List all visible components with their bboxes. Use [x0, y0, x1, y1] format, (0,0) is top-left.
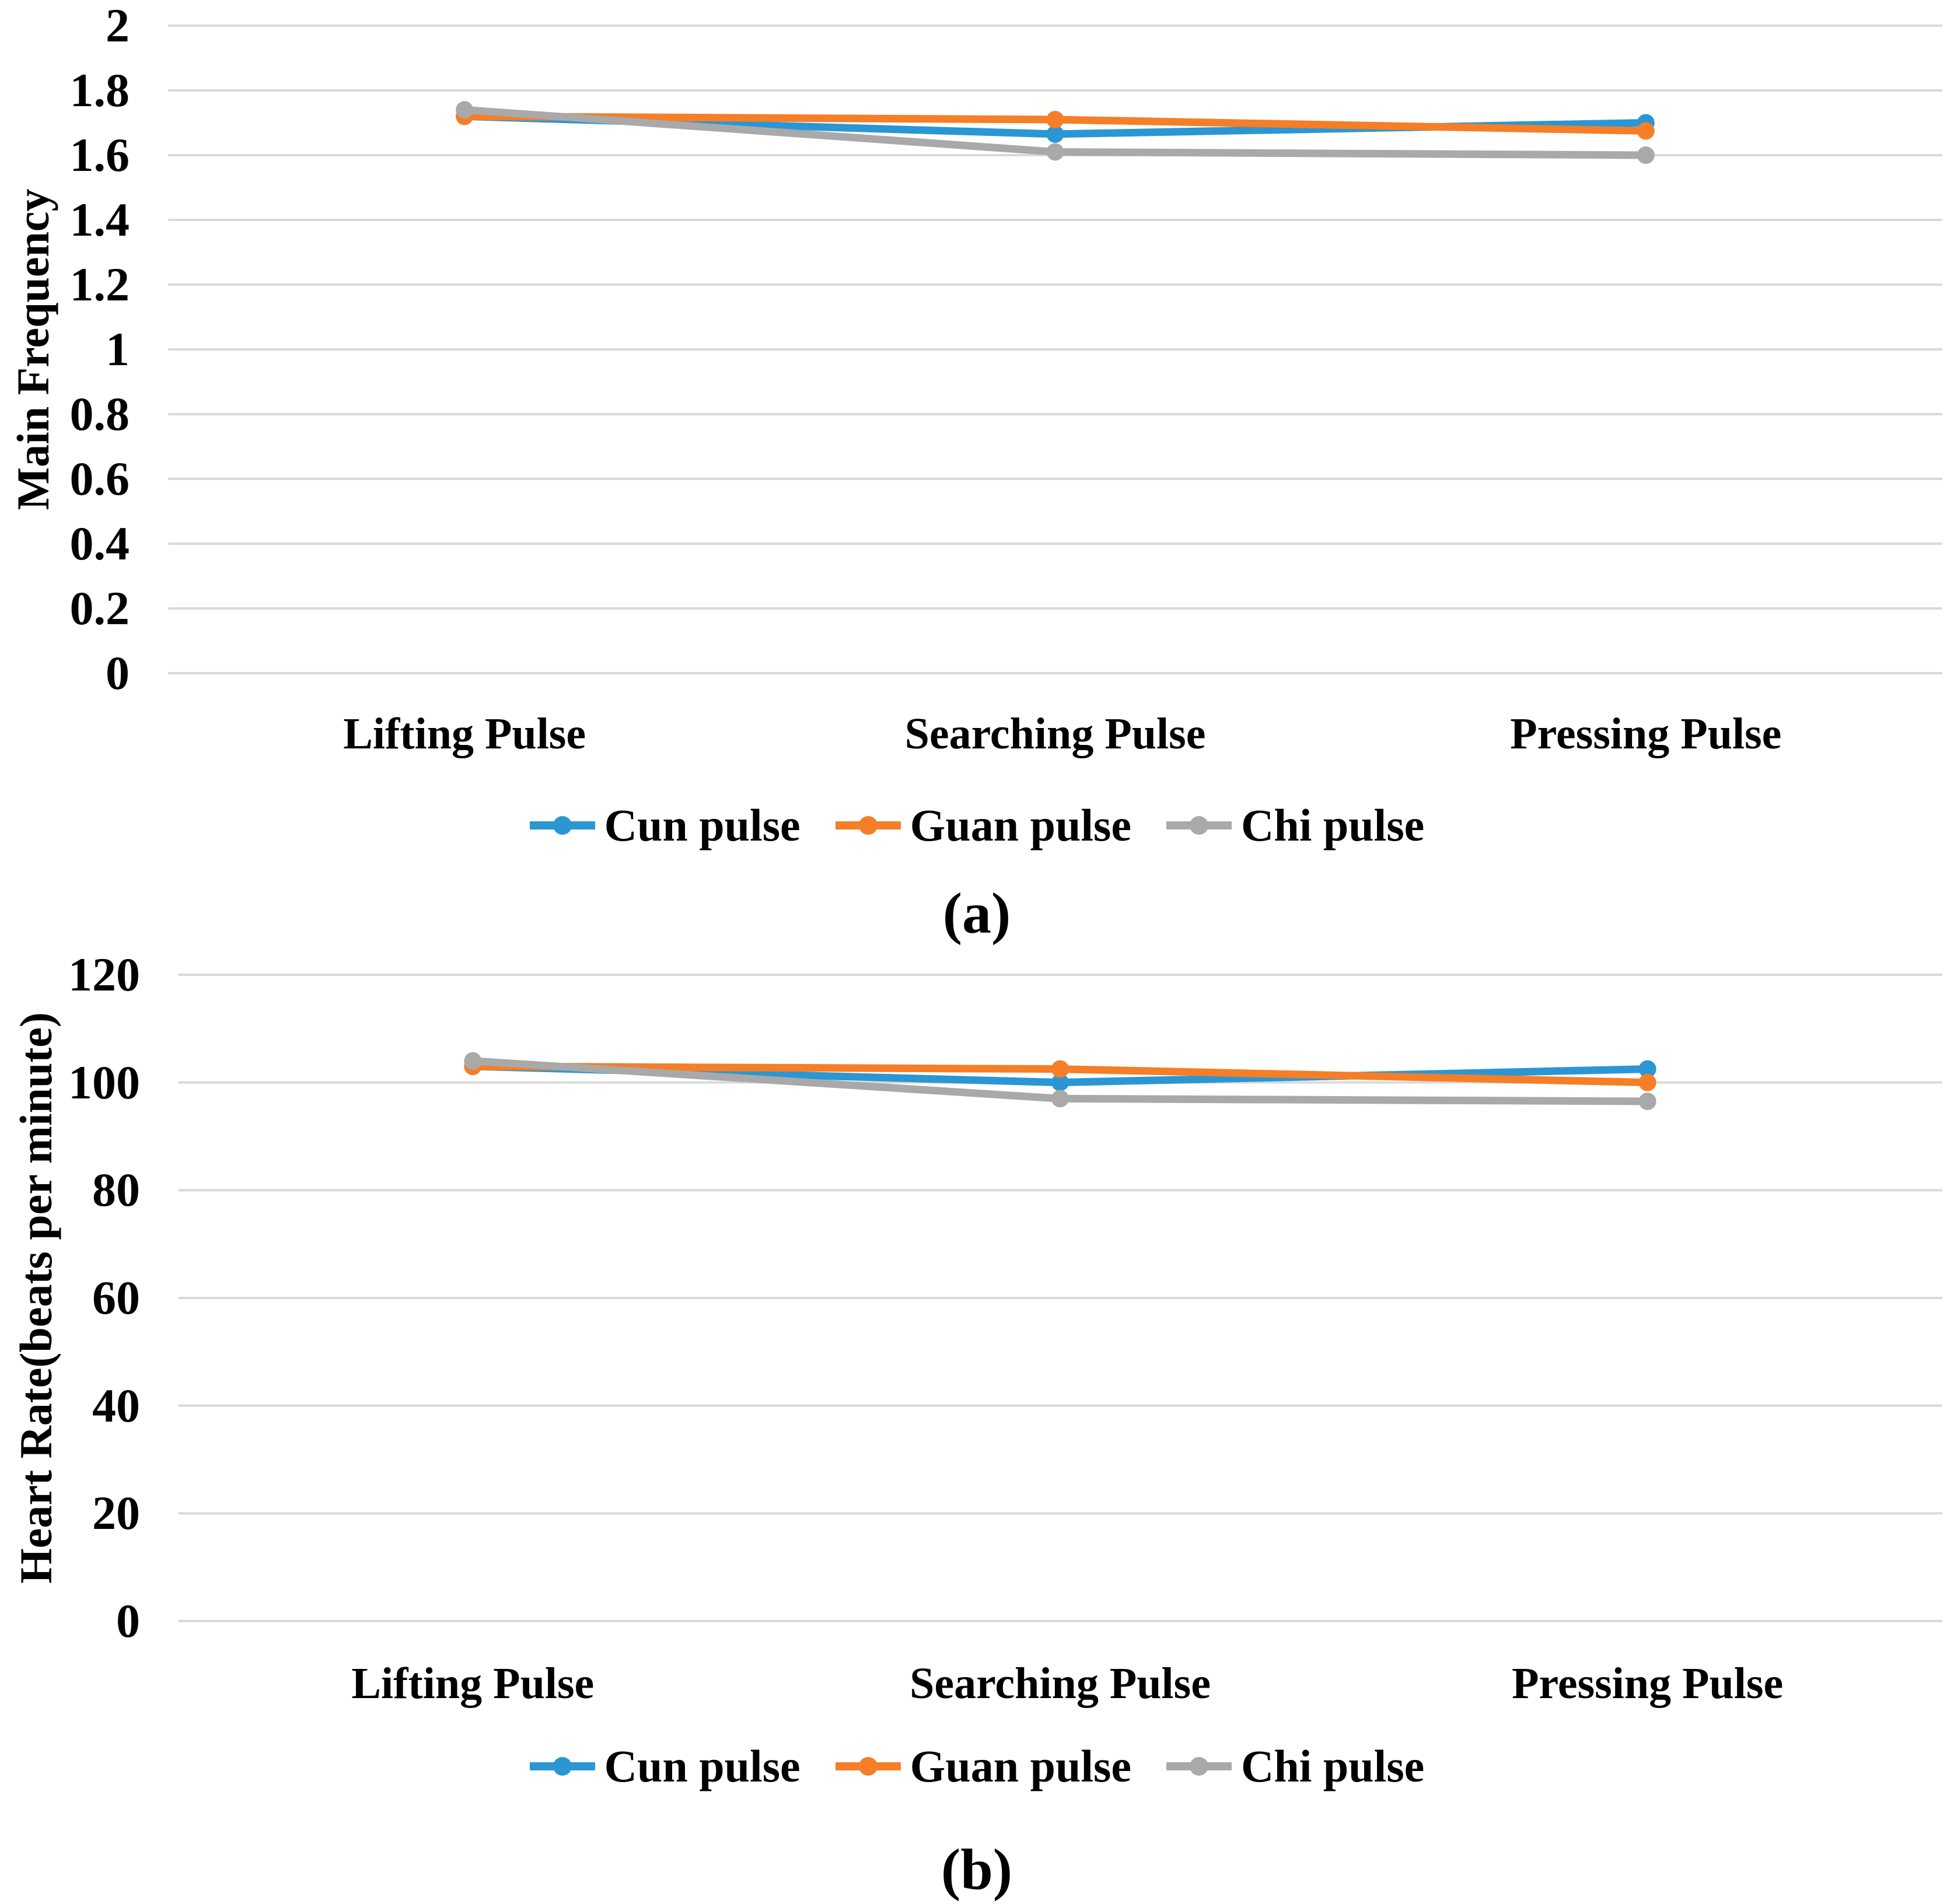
legend-marker-dot [858, 1757, 878, 1776]
legend-item-cun-pulse: Cun pulse [529, 799, 801, 852]
x-category-label-pressing-pulse: Pressing Pulse [1510, 709, 1782, 758]
legend-label: Chi pulse [1241, 1741, 1425, 1791]
data-point-guan-pulse-pressing-pulse [1637, 122, 1655, 140]
y-tick-label: 1.4 [69, 193, 130, 246]
data-point-chi-pulse-searching-pulse [1046, 143, 1064, 161]
x-category-label-lifting-pulse: Lifting Pulse [343, 709, 586, 758]
y-axis-title-heart-rate: Heart Rate(beats per minute) [11, 1012, 61, 1584]
y-tick-label: 120 [68, 948, 140, 1001]
legend-marker-cun-pulse [529, 1757, 595, 1776]
x-category-label-searching-pulse: Searching Pulse [910, 1659, 1211, 1708]
legend-marker-dot [1190, 1757, 1209, 1776]
legend-marker-guan-pulse [835, 816, 901, 835]
y-tick-label: 40 [92, 1378, 140, 1432]
legend-item-guan-pulse: Guan pulse [835, 1740, 1132, 1793]
data-point-chi-pulse-lifting-pulse [456, 101, 474, 119]
y-axis-title-main-frequency: Main Frequency [8, 188, 58, 510]
caption-a: (a) [942, 881, 1011, 946]
y-tick-label: 20 [92, 1486, 140, 1540]
data-point-chi-pulse-searching-pulse [1051, 1090, 1069, 1108]
data-point-chi-pulse-pressing-pulse [1637, 146, 1655, 164]
legend-chart-a: Cun pulse Guan pulse Chi pulse [0, 799, 1954, 852]
data-point-guan-pulse-searching-pulse [1046, 110, 1064, 128]
y-tick-label: 0 [106, 646, 130, 699]
legend-label: Chi pulse [1241, 800, 1425, 850]
series-guan-pulse [464, 1057, 1656, 1091]
y-tick-label: 1.6 [69, 128, 130, 181]
legend-marker-cun-pulse [529, 816, 595, 835]
caption-b: (b) [941, 1837, 1013, 1902]
legend-label: Cun pulse [604, 800, 801, 850]
legend-label: Guan pulse [910, 1741, 1132, 1791]
x-category-label-searching-pulse: Searching Pulse [904, 709, 1206, 758]
legend-chart-b: Cun pulse Guan pulse Chi pulse [0, 1740, 1954, 1793]
y-tick-label: 0 [116, 1594, 140, 1647]
data-point-guan-pulse-searching-pulse [1051, 1060, 1069, 1078]
data-point-cun-pulse-searching-pulse [1051, 1073, 1069, 1091]
legend-item-guan-pulse: Guan pulse [835, 799, 1132, 852]
legend-item-cun-pulse: Cun pulse [529, 1740, 801, 1793]
legend-label: Cun pulse [604, 1741, 801, 1791]
y-tick-label: 0.2 [69, 582, 130, 635]
y-tick-label: 60 [92, 1271, 140, 1324]
legend-item-chi-pulse: Chi pulse [1166, 1740, 1424, 1793]
y-tick-label: 0.6 [69, 452, 130, 505]
y-tick-label: 2 [106, 0, 130, 52]
y-tick-label: 1 [106, 323, 130, 376]
legend-marker-dot [858, 816, 878, 835]
legend-marker-guan-pulse [835, 1757, 901, 1776]
y-tick-label: 0.4 [69, 517, 130, 570]
x-category-label-lifting-pulse: Lifting Pulse [351, 1659, 595, 1708]
legend-marker-dot [553, 1757, 572, 1776]
data-point-cun-pulse-pressing-pulse [1638, 1060, 1656, 1078]
data-point-chi-pulse-pressing-pulse [1638, 1092, 1656, 1110]
legend-marker-dot [553, 816, 572, 835]
series-chi-pulse [464, 1052, 1656, 1110]
x-category-label-pressing-pulse: Pressing Pulse [1512, 1659, 1784, 1708]
y-tick-label: 1.2 [69, 258, 130, 311]
legend-marker-chi-pulse [1166, 1757, 1232, 1776]
y-tick-label: 100 [68, 1055, 140, 1109]
legend-marker-dot [1190, 816, 1209, 835]
y-tick-label: 1.8 [69, 64, 130, 117]
data-point-cun-pulse-searching-pulse [1046, 125, 1064, 143]
data-point-chi-pulse-lifting-pulse [464, 1052, 482, 1070]
y-tick-label: 80 [92, 1163, 140, 1217]
legend-marker-chi-pulse [1166, 816, 1232, 835]
legend-label: Guan pulse [910, 800, 1132, 850]
series-chi-pulse [456, 101, 1655, 164]
y-tick-label: 0.8 [69, 387, 130, 440]
data-point-guan-pulse-pressing-pulse [1638, 1073, 1656, 1091]
legend-item-chi-pulse: Chi pulse [1166, 799, 1424, 852]
